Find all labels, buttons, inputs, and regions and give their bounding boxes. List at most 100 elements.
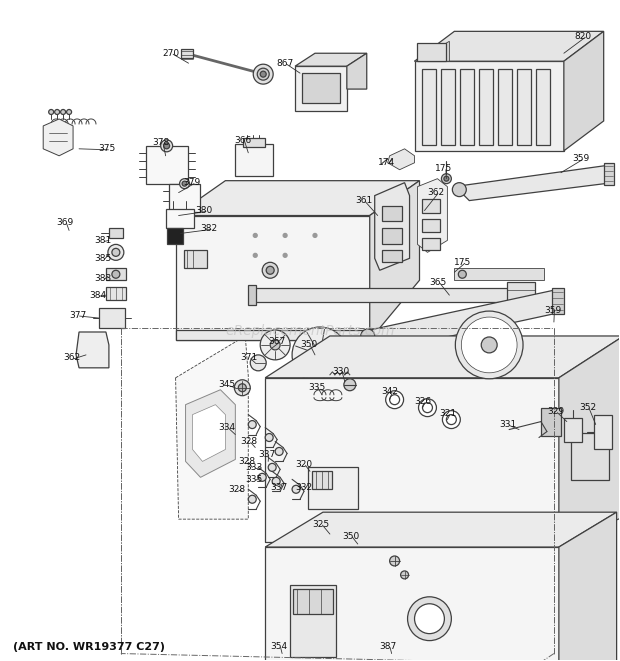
Text: 867: 867 (276, 59, 293, 67)
Bar (99, 308, 125, 328)
Text: 328: 328 (241, 437, 257, 446)
Circle shape (234, 380, 250, 396)
Polygon shape (370, 180, 420, 340)
Polygon shape (76, 332, 109, 368)
Polygon shape (415, 41, 450, 61)
Circle shape (283, 253, 287, 257)
Bar (594, 414, 612, 449)
Bar (507, 282, 535, 304)
Text: 326: 326 (415, 397, 432, 406)
Polygon shape (370, 290, 562, 352)
Polygon shape (175, 180, 420, 215)
Polygon shape (295, 54, 367, 66)
Text: 321: 321 (440, 409, 456, 418)
Bar (290, 585, 336, 656)
Text: 387: 387 (379, 642, 397, 651)
Circle shape (313, 233, 317, 237)
Bar (382, 251, 402, 262)
Bar (441, 69, 455, 145)
Circle shape (180, 178, 190, 188)
Circle shape (250, 355, 266, 371)
Polygon shape (415, 31, 604, 61)
Polygon shape (559, 336, 620, 542)
Circle shape (253, 233, 257, 237)
Text: 380: 380 (195, 206, 213, 215)
Polygon shape (109, 229, 123, 239)
Circle shape (61, 110, 66, 114)
Polygon shape (185, 390, 236, 477)
Circle shape (253, 64, 273, 84)
Circle shape (361, 329, 374, 343)
Circle shape (272, 477, 280, 485)
Circle shape (407, 597, 451, 641)
Bar (454, 268, 544, 280)
Bar (167, 229, 182, 245)
Circle shape (334, 289, 346, 301)
Bar (265, 547, 559, 661)
Bar (422, 69, 436, 145)
Text: 174: 174 (378, 158, 395, 167)
Text: 175: 175 (435, 164, 453, 173)
Polygon shape (43, 119, 73, 156)
Polygon shape (374, 182, 410, 270)
Bar (382, 206, 402, 221)
Polygon shape (175, 336, 248, 519)
Bar (541, 408, 561, 436)
Text: 384: 384 (89, 291, 106, 299)
Polygon shape (417, 178, 448, 253)
Circle shape (266, 266, 274, 274)
Circle shape (312, 347, 328, 363)
Bar (250, 288, 529, 302)
Circle shape (461, 317, 517, 373)
Bar (295, 66, 347, 111)
Circle shape (238, 384, 246, 392)
Text: 350: 350 (342, 531, 359, 541)
Circle shape (248, 495, 256, 503)
Text: 371: 371 (241, 354, 257, 362)
Circle shape (55, 110, 60, 114)
Polygon shape (559, 512, 617, 661)
Bar (180, 50, 193, 58)
Circle shape (455, 311, 523, 379)
Polygon shape (476, 321, 498, 337)
Text: 369: 369 (56, 218, 73, 227)
Circle shape (344, 379, 356, 391)
Text: 381: 381 (94, 236, 111, 245)
Text: 359: 359 (572, 154, 589, 163)
Text: 362: 362 (63, 354, 80, 362)
Text: 377: 377 (69, 311, 86, 319)
Circle shape (458, 270, 466, 278)
Bar (265, 378, 559, 542)
Circle shape (270, 340, 280, 350)
Polygon shape (463, 325, 484, 345)
Circle shape (386, 391, 404, 408)
Text: 820: 820 (575, 32, 592, 41)
Circle shape (260, 330, 290, 360)
Text: 329: 329 (547, 407, 564, 416)
Text: 382: 382 (200, 224, 218, 233)
Polygon shape (193, 405, 226, 461)
Text: 345: 345 (218, 380, 236, 389)
Circle shape (389, 556, 400, 566)
Bar (184, 251, 208, 268)
Text: eReplacementParts.com: eReplacementParts.com (225, 323, 395, 338)
Polygon shape (265, 512, 617, 547)
Polygon shape (464, 346, 485, 368)
Circle shape (422, 403, 432, 412)
Bar (422, 239, 440, 251)
Bar (604, 163, 614, 184)
Bar (293, 589, 333, 613)
Circle shape (108, 245, 124, 260)
Circle shape (275, 447, 283, 455)
Bar (166, 209, 193, 229)
Circle shape (481, 337, 497, 353)
Bar (382, 229, 402, 245)
Ellipse shape (84, 341, 102, 363)
Text: 375: 375 (98, 144, 115, 153)
Bar (248, 285, 256, 305)
Bar (236, 144, 273, 176)
Bar (175, 330, 370, 340)
Bar (498, 69, 512, 145)
Circle shape (389, 395, 400, 405)
Polygon shape (564, 31, 604, 151)
